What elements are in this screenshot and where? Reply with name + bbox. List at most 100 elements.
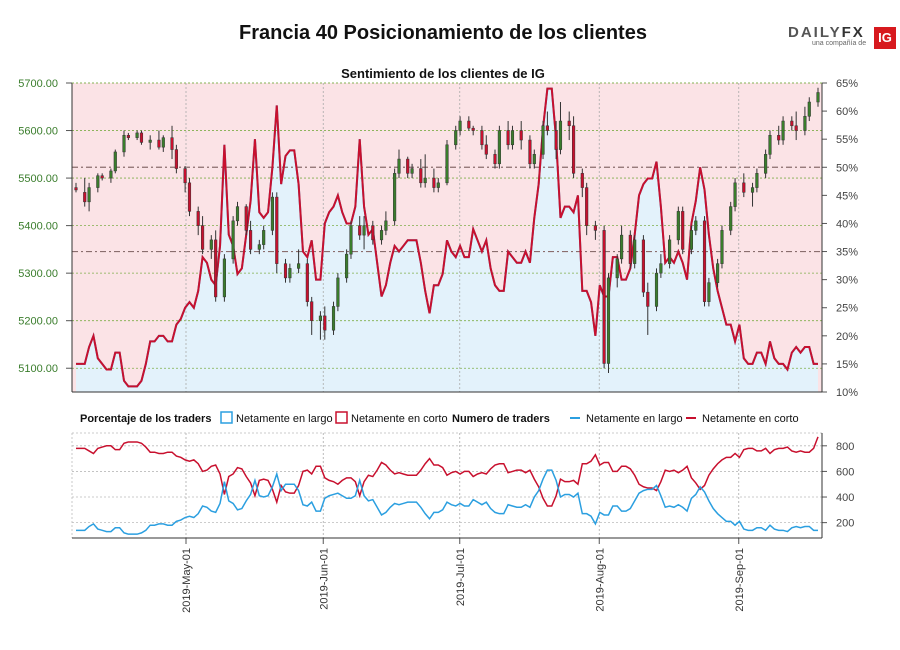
count-tick-label: 600 [836, 466, 854, 478]
candle-body [371, 225, 375, 241]
legend-num-label: Numero de traders [452, 413, 550, 425]
date-tick-label: 2019-Sep-01 [734, 548, 746, 612]
candle-body [323, 315, 327, 331]
pct-tick-label: 20% [836, 331, 858, 343]
candle-body [620, 234, 624, 260]
legend-pct-short: Netamente en corto [351, 413, 448, 425]
candle-body [497, 130, 501, 165]
candle-body [781, 120, 785, 141]
candle-body [615, 258, 619, 279]
candle-body [257, 244, 261, 250]
candle-body [393, 173, 397, 222]
candle-body [96, 175, 100, 188]
candle-body [270, 196, 274, 231]
candle-body [532, 154, 536, 165]
date-tick-label: 2019-Aug-01 [594, 548, 606, 612]
pct-tick-label: 40% [836, 218, 858, 230]
candle-body [768, 135, 772, 155]
candle-body [681, 211, 685, 250]
candle-body [790, 120, 794, 127]
candle-body [406, 158, 410, 174]
candle-body [262, 230, 266, 245]
candle-body [196, 211, 200, 226]
count-tick-label: 400 [836, 492, 854, 504]
candle-body [379, 230, 384, 241]
ig-logo: IG [874, 27, 896, 49]
candle-body [480, 130, 484, 146]
count-tick-label: 200 [836, 518, 854, 530]
pct-tick-label: 45% [836, 190, 858, 202]
candle-body [764, 154, 768, 174]
pct-tick-label: 50% [836, 162, 858, 174]
candle-body [777, 135, 781, 141]
candle-body [676, 211, 680, 241]
candle-body [87, 187, 91, 203]
candle-body [362, 225, 366, 236]
net-short-pct-line [76, 87, 818, 388]
candle-body [694, 220, 698, 231]
candle-body [593, 225, 597, 231]
dailyfx-logo: DAILYFX una compañía de IG [788, 24, 898, 50]
price-tick-label: 5200.00 [18, 316, 58, 328]
candle-body [654, 272, 659, 307]
candle-body [803, 116, 807, 131]
date-tick-label: 2019-May-01 [181, 548, 193, 613]
candle-body [493, 154, 497, 165]
price-tick-label: 5300.00 [18, 268, 58, 280]
pct-tick-label: 15% [836, 359, 858, 371]
panel-title: Sentimiento de los clientes de IG [341, 66, 545, 81]
candle-body [702, 220, 707, 302]
net-long-count-line [76, 469, 818, 535]
price-tick-label: 5400.00 [18, 221, 58, 233]
candle-body [161, 137, 165, 148]
candle-body [602, 230, 606, 364]
pct-tick-label: 60% [836, 106, 858, 118]
candle-body [249, 230, 253, 250]
candle-body [83, 192, 87, 203]
pct-tick-label: 55% [836, 134, 858, 146]
candle-body [318, 315, 322, 321]
date-tick-label: 2019-Jul-01 [455, 548, 467, 606]
pct-tick-label: 25% [836, 303, 858, 315]
candle-body [794, 125, 798, 131]
candle-body [122, 135, 126, 153]
price-tick-label: 5500.00 [18, 173, 58, 185]
candle-body [109, 170, 113, 179]
candle-body [716, 263, 720, 283]
candle-body [310, 301, 314, 321]
candle-body [689, 230, 693, 250]
logo-brand: DAILYFX [788, 24, 865, 41]
candle-body [410, 168, 414, 174]
candle-body [567, 120, 571, 127]
candle-body [432, 177, 436, 188]
candle-body [816, 92, 820, 103]
candle-body [349, 225, 353, 255]
candle-body [454, 130, 458, 146]
candle-body [471, 127, 475, 131]
candle-body [113, 151, 117, 172]
candle-body [659, 263, 663, 274]
candle-body [139, 132, 144, 143]
price-tick-label: 5700.00 [18, 78, 58, 90]
candle-body [510, 130, 515, 146]
candle-body [554, 130, 558, 150]
legend-short-box [335, 411, 348, 424]
candle-body [750, 187, 755, 193]
candle-body [384, 220, 388, 231]
candle-body [572, 125, 576, 174]
pct-tick-label: 35% [836, 247, 858, 259]
candle-body [755, 173, 759, 188]
candle-body [585, 187, 589, 226]
candle-body [729, 206, 733, 231]
candle-body [436, 182, 440, 188]
candle-body [458, 120, 462, 131]
candle-body [187, 182, 192, 212]
candle-body [126, 135, 130, 138]
candle-body [733, 182, 737, 207]
candle-body [646, 291, 650, 307]
candle-body [283, 263, 288, 279]
price-tick-label: 5600.00 [18, 126, 58, 138]
candle-body [288, 268, 292, 279]
candle-body [336, 277, 340, 307]
